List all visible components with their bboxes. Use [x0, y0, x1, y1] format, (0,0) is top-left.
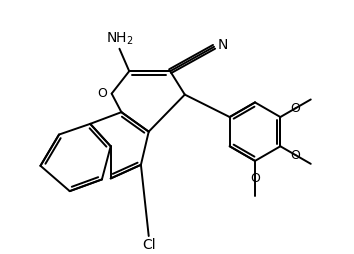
Text: Cl: Cl: [142, 238, 155, 252]
Text: O: O: [291, 149, 301, 162]
Text: O: O: [97, 87, 107, 100]
Text: N: N: [218, 38, 228, 52]
Text: NH$_2$: NH$_2$: [105, 30, 133, 47]
Text: O: O: [291, 102, 301, 115]
Text: O: O: [250, 172, 260, 185]
